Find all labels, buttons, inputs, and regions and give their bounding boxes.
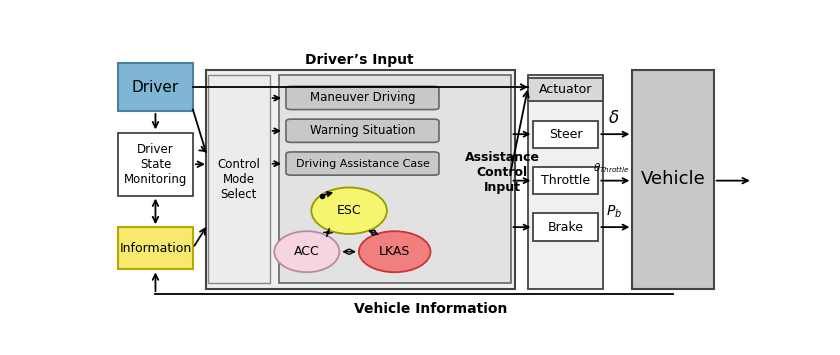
Text: ACC: ACC bbox=[294, 245, 320, 258]
Text: Assistance
Control
Input: Assistance Control Input bbox=[465, 151, 539, 194]
Text: $\delta$: $\delta$ bbox=[608, 109, 620, 127]
Text: $\theta_{\it{Throttle}}$: $\theta_{\it{Throttle}}$ bbox=[593, 161, 630, 175]
Text: $P_b$: $P_b$ bbox=[606, 204, 622, 220]
Text: ESC: ESC bbox=[337, 204, 361, 217]
FancyBboxPatch shape bbox=[286, 119, 439, 142]
Ellipse shape bbox=[312, 187, 387, 234]
Text: Driver
State
Monitoring: Driver State Monitoring bbox=[123, 143, 187, 186]
Ellipse shape bbox=[359, 231, 431, 272]
Bar bbox=[118, 63, 193, 111]
Bar bbox=[533, 120, 598, 148]
Text: LKAS: LKAS bbox=[379, 245, 411, 258]
Text: Information: Information bbox=[119, 242, 192, 255]
Text: Warning Situation: Warning Situation bbox=[310, 124, 415, 137]
Text: Steer: Steer bbox=[549, 128, 583, 141]
Bar bbox=[118, 133, 193, 196]
Text: Throttle: Throttle bbox=[541, 174, 591, 187]
Text: Driving Assistance Case: Driving Assistance Case bbox=[296, 159, 429, 169]
Bar bbox=[528, 75, 603, 289]
Text: Maneuver Driving: Maneuver Driving bbox=[310, 92, 415, 104]
Text: Driver: Driver bbox=[132, 80, 179, 94]
Text: Control
Mode
Select: Control Mode Select bbox=[218, 158, 260, 201]
Text: Vehicle Information: Vehicle Information bbox=[354, 302, 507, 316]
FancyBboxPatch shape bbox=[286, 86, 439, 110]
Bar bbox=[533, 213, 598, 241]
Bar bbox=[207, 75, 270, 283]
Text: Brake: Brake bbox=[548, 220, 584, 234]
Text: Driver’s Input: Driver’s Input bbox=[305, 53, 413, 67]
Bar bbox=[533, 167, 598, 194]
Text: Vehicle: Vehicle bbox=[641, 170, 706, 188]
Bar bbox=[280, 75, 511, 283]
Bar bbox=[206, 70, 515, 289]
Ellipse shape bbox=[274, 231, 339, 272]
FancyBboxPatch shape bbox=[286, 152, 439, 175]
Bar bbox=[528, 78, 603, 102]
Bar bbox=[118, 227, 193, 269]
Bar bbox=[633, 70, 714, 289]
Text: Actuator: Actuator bbox=[539, 83, 592, 96]
